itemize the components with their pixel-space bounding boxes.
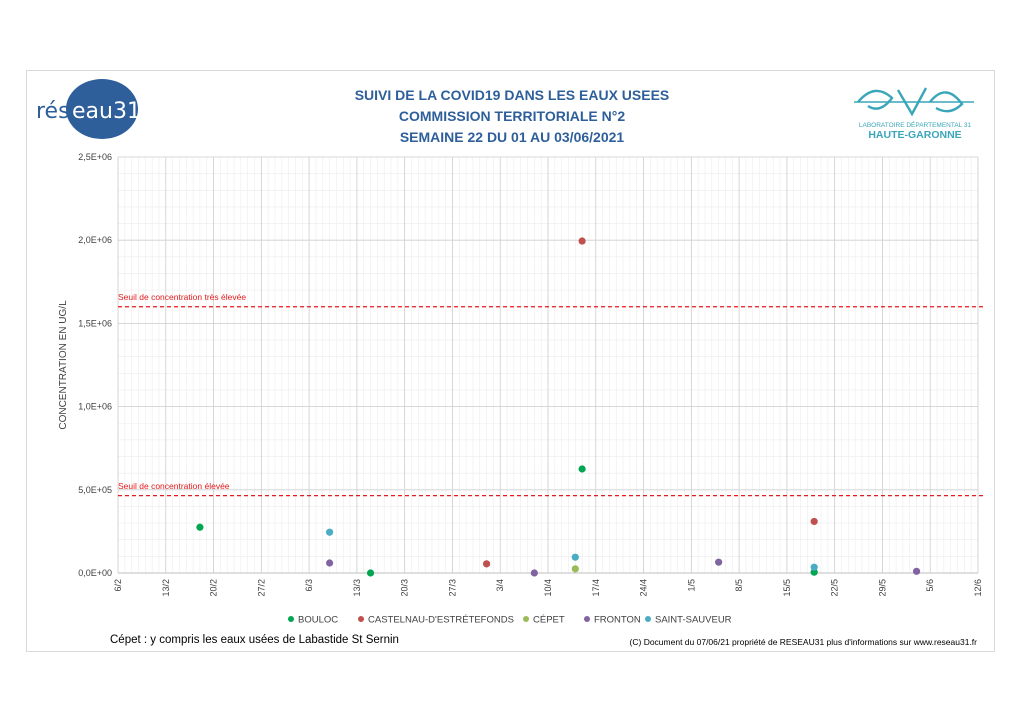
legend-entry: BOULOC	[298, 615, 338, 626]
copyright-note: (C) Document du 07/06/21 propriété de RE…	[629, 637, 977, 647]
data-point	[325, 528, 334, 536]
legend-marker	[645, 616, 651, 622]
logo-lab-line1: LABORATOIRE DÉPARTEMENTAL 31	[859, 120, 972, 129]
x-tick-label: 6/2	[113, 579, 123, 592]
y-tick-label: 2,0E+06	[78, 235, 112, 245]
footnote-cepet: Cépet : y compris les eaux usées de Laba…	[110, 634, 399, 646]
legend-marker	[584, 616, 590, 622]
y-tick-label: 1,0E+06	[78, 402, 112, 412]
y-tick-label: 2,5E+06	[78, 152, 112, 162]
x-tick-label: 12/6	[973, 579, 983, 597]
logo-text-a: rés	[36, 99, 70, 124]
legend-entry: SAINT-SAUVEUR	[655, 615, 732, 626]
x-tick-label: 24/4	[639, 579, 649, 597]
x-tick-label: 5/6	[925, 579, 935, 592]
logo-text-b: eau31	[72, 99, 141, 124]
x-tick-label: 13/3	[352, 579, 362, 597]
x-tick-label: 27/2	[256, 579, 266, 597]
threshold-lines	[118, 306, 984, 497]
x-tick-label: 10/4	[543, 579, 553, 597]
x-tick-label: 17/4	[591, 579, 601, 597]
data-points	[196, 237, 921, 577]
chart-title-line1: SUIVI DE LA COVID19 DANS LES EAUX USEES	[354, 87, 670, 103]
data-point	[482, 560, 491, 568]
data-point	[578, 465, 586, 473]
data-point	[196, 523, 204, 531]
data-point	[810, 563, 818, 571]
x-tick-label: 27/3	[447, 579, 457, 597]
legend-entry: CASTELNAU-D'ESTRÉTEFONDS	[368, 615, 514, 626]
x-tick-label: 29/5	[877, 579, 887, 597]
chart-frame	[26, 70, 995, 652]
legend-marker	[288, 616, 294, 622]
gridlines	[117, 156, 979, 574]
x-tick-label: 8/5	[734, 579, 744, 592]
x-tick-label: 3/4	[495, 579, 505, 592]
axes: 0,0E+00 5,0E+05 1,0E+06 1,5E+06 2,0E+06 2,5E+…	[78, 152, 983, 597]
legend-entry: FRONTON	[594, 615, 641, 626]
reseau31-logo: rés eau31	[36, 79, 141, 139]
eva-lab-logo: LABORATOIRE DÉPARTEMENTAL 31 HAUTE-GARON…	[854, 87, 974, 140]
x-tick-label: 13/2	[161, 579, 171, 597]
x-tick-label: 1/5	[686, 579, 696, 592]
legend: BOULOC CASTELNAU-D'ESTRÉTEFONDS CÉPET FRONT…	[288, 615, 732, 626]
data-point	[325, 559, 334, 567]
data-point	[366, 569, 375, 577]
chart-title-line2: COMMISSION TERRITORIALE N°2	[398, 108, 626, 124]
data-point	[578, 237, 586, 245]
x-tick-label: 22/5	[830, 579, 840, 597]
y-tick-label: 5,0E+05	[78, 485, 112, 495]
data-point	[912, 567, 921, 575]
threshold-label: Seuil de concentration très élevée	[118, 291, 247, 302]
logo-lab-line2: HAUTE-GARONNE	[868, 129, 961, 140]
threshold-label: Seuil de concentration élevée	[118, 480, 230, 491]
data-point	[810, 517, 818, 526]
y-axis-label: CONCENTRATION EN UG/L	[58, 300, 69, 430]
x-tick-label: 20/3	[400, 579, 410, 597]
data-point	[530, 569, 538, 577]
x-tick-label: 6/3	[304, 579, 314, 592]
data-point	[571, 553, 579, 561]
y-tick-label: 0,0E+00	[78, 568, 112, 578]
legend-marker	[358, 616, 364, 622]
x-tick-label: 15/5	[782, 579, 792, 597]
data-point	[810, 568, 818, 576]
legend-entry: CÉPET	[533, 615, 565, 626]
legend-marker	[523, 616, 529, 622]
y-tick-label: 1,5E+06	[78, 318, 112, 328]
x-tick-label: 20/2	[209, 579, 219, 597]
data-point	[571, 565, 579, 573]
data-point	[715, 558, 723, 566]
chart-title-line3: SEMAINE 22 DU 01 AU 03/06/2021	[399, 129, 625, 145]
